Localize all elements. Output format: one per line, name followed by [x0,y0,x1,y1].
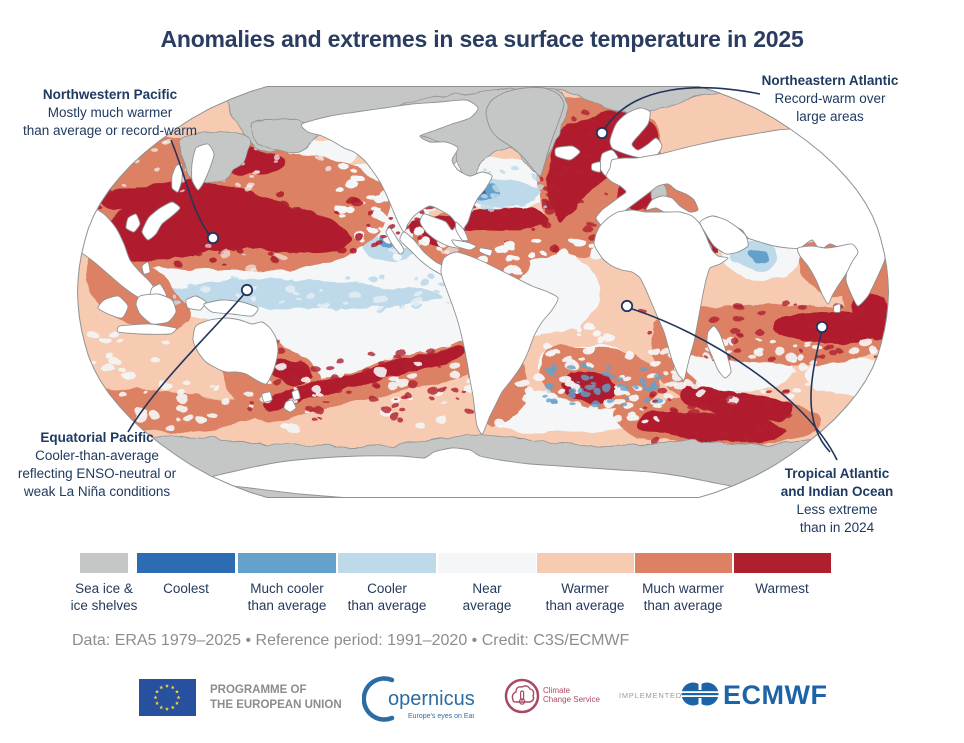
svg-text:Europe's eyes on Earth: Europe's eyes on Earth [408,713,474,720]
svg-text:opernicus: opernicus [388,688,474,710]
svg-text:Climate: Climate [543,686,571,695]
svg-text:Change Service: Change Service [543,695,600,704]
svg-text:ECMWF: ECMWF [723,680,827,710]
